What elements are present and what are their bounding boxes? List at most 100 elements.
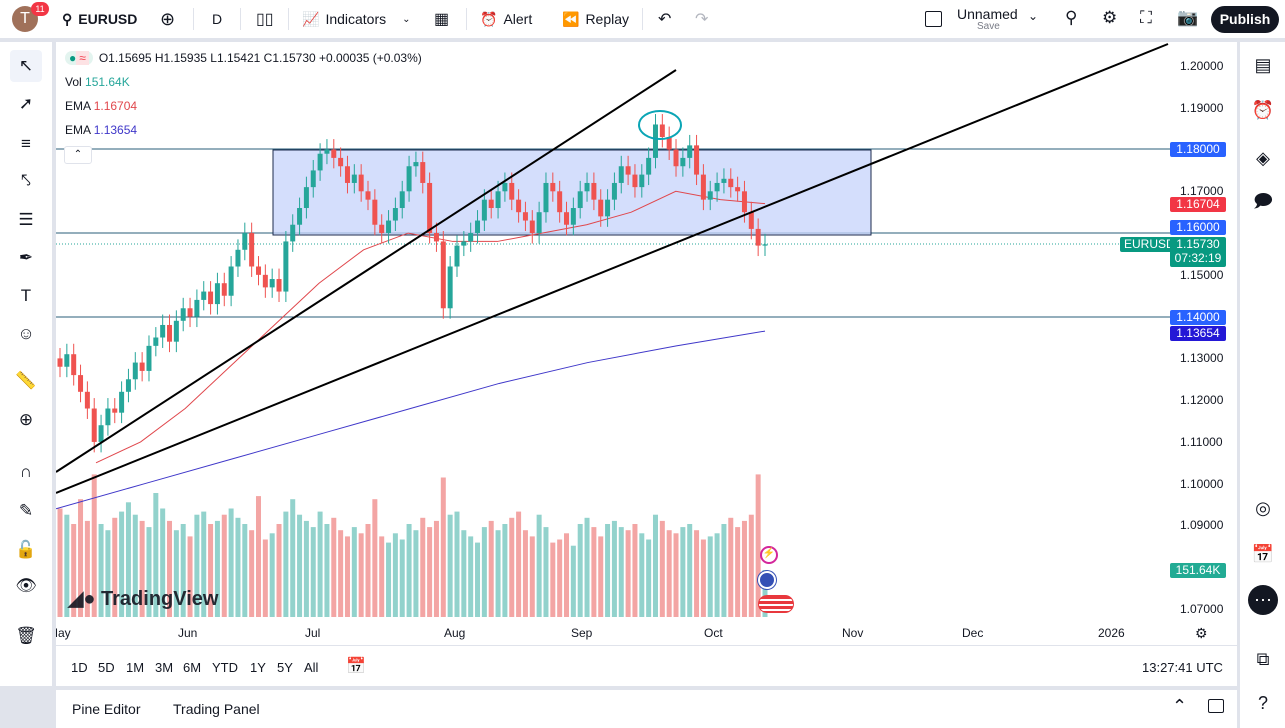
chart-type-button[interactable]: ▯▯ [256,0,274,38]
candle-body [652,124,658,158]
alerts-clock-icon[interactable]: ⏰ [1251,99,1275,120]
fib-icon[interactable]: ☰ [18,210,34,229]
interval-button[interactable]: D [212,11,223,27]
range-1d[interactable]: 1D [71,660,88,675]
range-1y[interactable]: 1Y [250,660,266,675]
candle-body [694,145,700,175]
maximize-panel-icon[interactable] [1208,699,1224,713]
lock-drawings-icon[interactable]: ✎ [18,501,34,520]
eye-icon[interactable]: 👁 [15,576,37,595]
range-5d[interactable]: 5D [98,660,115,675]
chart-canvas[interactable] [56,42,1237,686]
vol-legend[interactable]: Vol 151.64K [65,75,130,89]
goto-date-calendar-icon[interactable]: 📅 [346,658,366,675]
grid-icon: ▦ [434,11,450,28]
price-tick: 1.12000 [1180,393,1224,408]
candle-body [235,249,241,267]
compare-symbol-button[interactable]: ⊕ [160,0,175,38]
candle-body [646,157,652,175]
zoom-in-icon[interactable]: ⊕ [18,410,34,429]
publish-button[interactable]: Publish [1211,6,1279,33]
quick-search-icon[interactable]: ⚲ [1065,8,1078,27]
event-globe-icon[interactable] [758,571,776,589]
text-icon[interactable]: T [20,286,32,305]
layouts-button[interactable]: ▦ [434,0,449,38]
volume-bar [564,533,570,617]
range-1m[interactable]: 1M [126,660,145,675]
chevron-up-icon[interactable]: ⌃ [1172,696,1188,716]
calendar-icon[interactable]: 📅 [1251,543,1275,564]
volume-bar [666,530,672,617]
apps-grid-icon[interactable]: ⋯ [1248,585,1278,615]
layout-name[interactable]: Unnamed [957,6,1018,22]
candle-body [468,233,474,242]
horizontal-lines-icon[interactable]: ≡ [21,134,31,153]
cursor-icon[interactable]: ↖ [10,50,42,82]
utc-clock[interactable]: 13:27:41 UTC [1142,660,1223,675]
range-6m[interactable]: 6M [183,660,202,675]
candle-body [208,291,214,305]
volume-bar [242,524,248,617]
range-all[interactable]: All [304,660,319,675]
axis-settings-icon[interactable]: ⚙ [1195,625,1208,641]
us-events-icon[interactable] [758,595,794,613]
symbol-price-tag: EURUSD [1120,237,1179,252]
broadcast-icon[interactable]: ⧉ [1256,648,1270,669]
trend-line-icon[interactable]: ➚ [18,94,34,113]
brush-icon[interactable]: ✒ [18,248,34,267]
event-icon[interactable]: ⚡ [760,546,778,564]
trash-icon[interactable]: 🗑 [15,626,37,645]
candle-body [255,266,261,275]
chevron-down-icon[interactable]: ⌄ [1028,9,1039,23]
redo-button[interactable]: ↷ [695,0,708,38]
lock-icon[interactable]: 🔓 [15,540,37,559]
alarm-clock-icon: ⏰ [480,10,498,27]
vol-label: Vol [65,75,82,89]
target-icon[interactable]: ◎ [1255,497,1271,518]
candles [57,114,768,453]
price-tick: 1.15000 [1180,267,1224,282]
ema1-legend[interactable]: EMA 1.16704 [65,99,137,113]
volume-bar [78,499,84,617]
chat-icon[interactable]: 🗩 [1253,191,1273,211]
layout-checkbox-icon[interactable] [925,11,942,27]
magnet-icon[interactable]: ∩ [19,462,33,481]
candle-body [372,199,378,225]
fullscreen-icon[interactable]: ⛶ [1140,8,1152,27]
ema2-legend[interactable]: EMA 1.13654 [65,123,137,137]
settings-icon[interactable]: ⚙ [1102,8,1118,27]
drawing-toolbar: ↖ ➚ ≡ ⤣ ☰ ✒ T ☺ 📏 ⊕ ∩ ✎ 🔓 👁 🗑 [0,42,52,686]
watchlist-icon[interactable]: ▤ [1254,54,1272,75]
collapse-legend-button[interactable]: ⌃ [64,146,92,164]
range-3m[interactable]: 3M [155,660,174,675]
replay-button[interactable]: ⏪ Replay [562,0,629,38]
indicators-button[interactable]: 📈 Indicators ⌄ [302,0,411,38]
tab-trading-panel[interactable]: Trading Panel [173,701,260,717]
candle-body [119,391,125,413]
tab-pine-editor[interactable]: Pine Editor [72,701,141,717]
candle-body [755,228,761,246]
range-5y[interactable]: 5Y [277,660,293,675]
undo-button[interactable]: ↶ [658,0,671,38]
camera-icon[interactable]: 📷 [1177,8,1199,27]
candle-body [78,375,84,392]
chart-pane[interactable]: ⌃ ● ≈ O1.15695 H1.15935 L1.15421 C1.15730… [56,42,1237,686]
volume-bar [557,539,563,617]
volume-bar [625,530,631,617]
layers-icon[interactable]: ◈ [1256,147,1270,168]
candle-body [680,157,686,167]
symbol-search[interactable]: ⚲ EURUSD [62,0,137,38]
volume-bar [57,508,63,617]
pattern-icon[interactable]: ⤣ [21,171,31,190]
ema1-label: EMA [65,99,91,113]
volume-bar [454,511,460,617]
emoji-icon[interactable]: ☺ [17,324,35,343]
ruler-icon[interactable]: 📏 [15,371,37,390]
volume-bar [167,520,173,617]
range-ytd[interactable]: YTD [212,660,238,675]
layout-save-label[interactable]: Save [977,21,1000,32]
candle-body [351,174,357,183]
alert-button[interactable]: ⏰ Alert [480,0,532,38]
help-icon[interactable]: ? [1257,692,1268,713]
candle-body [365,191,371,200]
